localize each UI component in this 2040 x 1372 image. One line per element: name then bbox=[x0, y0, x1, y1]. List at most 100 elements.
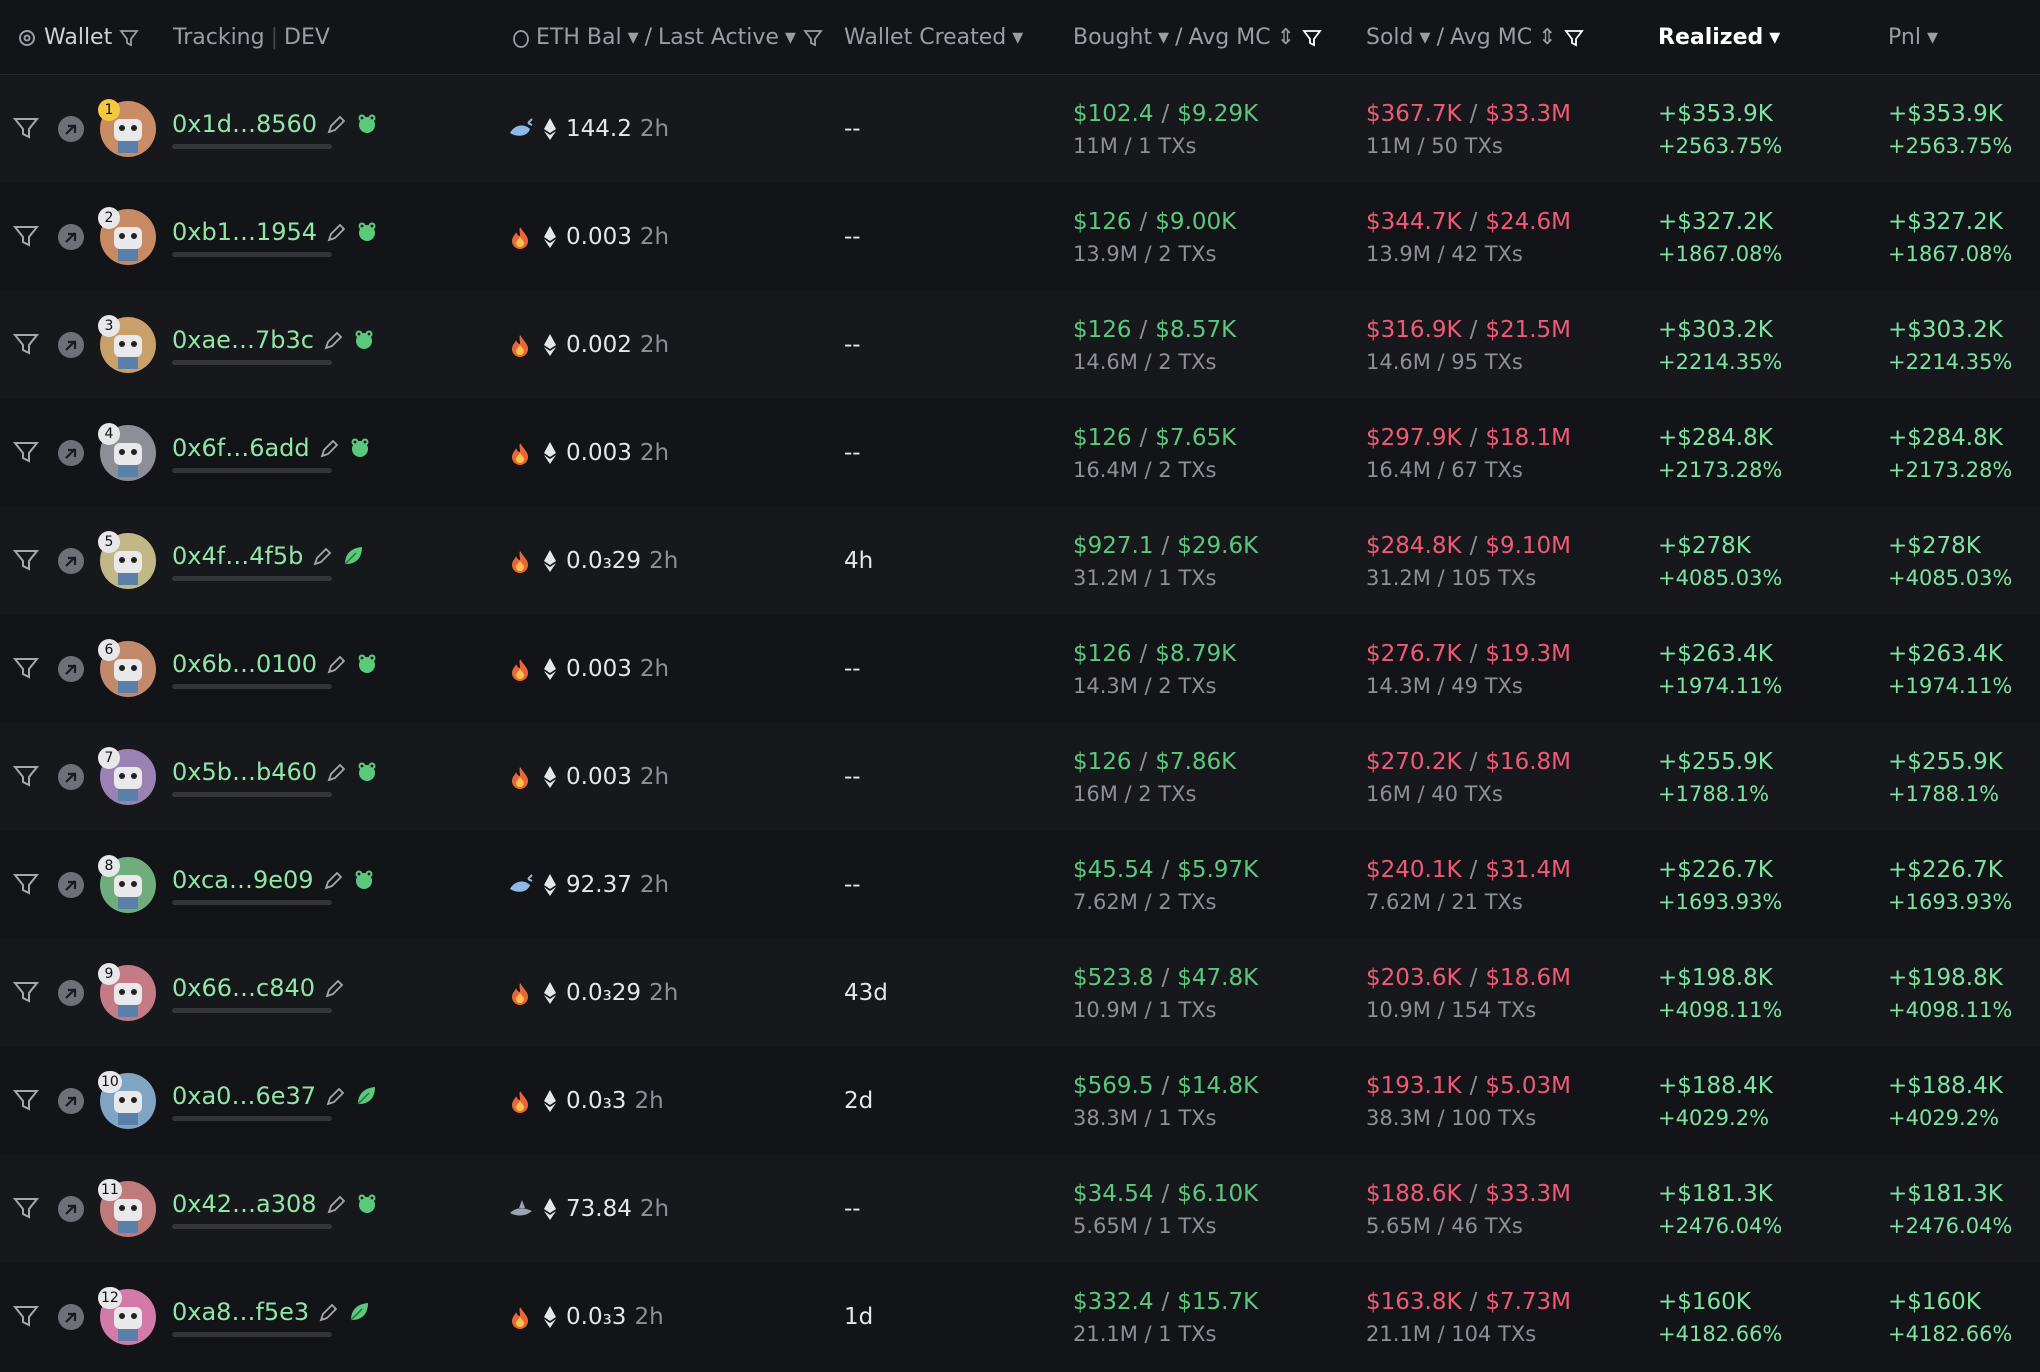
wallet-created: 43d bbox=[844, 979, 888, 1006]
copy-icon[interactable] bbox=[56, 114, 86, 144]
wallet-row[interactable]: 8 0xca…9e09 92.37 2h -- $45.54 / $5.97K 7.62M / … bbox=[0, 831, 2040, 939]
holder-badge bbox=[510, 1200, 532, 1216]
header-label[interactable]: Realized bbox=[1658, 25, 1764, 50]
wallet-line: 0xca…9e09 bbox=[172, 866, 376, 894]
filter-icon[interactable] bbox=[12, 547, 40, 575]
wallet-address[interactable]: 0x66…c840 bbox=[172, 973, 316, 1002]
filter-icon[interactable] bbox=[12, 979, 40, 1007]
pnl-value: +$303.2K bbox=[1888, 316, 2003, 343]
filter-icon[interactable] bbox=[1301, 27, 1323, 49]
wallet-address[interactable]: 0x5b…b460 bbox=[172, 757, 318, 786]
row-actions bbox=[12, 399, 86, 507]
copy-icon[interactable] bbox=[56, 438, 86, 468]
eth-cell: 0.003 2h bbox=[508, 615, 669, 723]
copy-icon[interactable] bbox=[56, 1194, 86, 1224]
filter-icon[interactable] bbox=[12, 1303, 40, 1331]
edit-icon[interactable] bbox=[311, 545, 333, 567]
wallet-address[interactable]: 0xa0…6e37 bbox=[172, 1081, 317, 1110]
wallet-address[interactable]: 0x6b…0100 bbox=[172, 649, 318, 678]
copy-icon[interactable] bbox=[56, 762, 86, 792]
edit-icon[interactable] bbox=[325, 761, 347, 783]
wallet-address[interactable]: 0xb1…1954 bbox=[172, 217, 318, 246]
settings-icon[interactable] bbox=[16, 27, 38, 49]
wallet-row[interactable]: 9 0x66…c840 0.0₃29 2h 43d $523.8 / $47.8K 10.9M … bbox=[0, 939, 2040, 1047]
sold-line: $284.8K / $9.10M bbox=[1366, 530, 1571, 563]
header-label[interactable]: Avg MC bbox=[1449, 25, 1533, 50]
wallet-row[interactable]: 10 0xa0…6e37 0.0₃3 2h 2d $569.5 / $14.8K 38.3M /… bbox=[0, 1047, 2040, 1155]
wallet-address[interactable]: 0x4f…4f5b bbox=[172, 541, 304, 570]
wallet-address[interactable]: 0xca…9e09 bbox=[172, 865, 314, 894]
edit-icon[interactable] bbox=[317, 1301, 339, 1323]
header-label[interactable]: Last Active bbox=[658, 25, 779, 50]
filter-icon[interactable] bbox=[12, 439, 40, 467]
edit-icon[interactable] bbox=[322, 329, 344, 351]
filter-icon[interactable] bbox=[12, 655, 40, 683]
filter-icon[interactable] bbox=[802, 27, 824, 49]
wallet-row[interactable]: 6 0x6b…0100 0.003 2h -- $126 / $8.79K 14.3M / 2 … bbox=[0, 615, 2040, 723]
copy-icon[interactable] bbox=[56, 978, 86, 1008]
copy-icon[interactable] bbox=[56, 222, 86, 252]
tag-icon bbox=[351, 438, 369, 457]
wallet-row[interactable]: 4 0x6f…6add 0.003 2h -- $126 / $7.65K 16.4M / 2 … bbox=[0, 399, 2040, 507]
edit-icon[interactable] bbox=[325, 1193, 347, 1215]
filter-icon[interactable] bbox=[12, 331, 40, 359]
filter-icon[interactable] bbox=[12, 115, 40, 143]
eth-balance: 0.003 bbox=[566, 763, 632, 790]
filter-icon[interactable] bbox=[12, 871, 40, 899]
wallet-row[interactable]: 3 0xae…7b3c 0.002 2h -- $126 / $8.57K 14.6M / 2 … bbox=[0, 291, 2040, 399]
sold-avg-mc: $18.6M bbox=[1485, 964, 1572, 991]
header-label[interactable]: Avg MC bbox=[1188, 25, 1271, 50]
wallet-row[interactable]: 11 0x42…a308 73.84 2h -- $34.54 / $6.10K 5.65M /… bbox=[0, 1155, 2040, 1263]
avatar-art bbox=[114, 227, 142, 261]
wallet-created: -- bbox=[844, 763, 861, 790]
copy-icon[interactable] bbox=[56, 330, 86, 360]
wallet-row[interactable]: 1 0x1d…8560 144.2 2h -- $102.4 / $9.29K 11M / 1 … bbox=[0, 75, 2040, 183]
filter-icon[interactable] bbox=[12, 223, 40, 251]
wallet-row[interactable]: 12 0xa8…f5e3 0.0₃3 2h 1d $332.4 / $15.7K 21.1M /… bbox=[0, 1263, 2040, 1371]
wallet-row[interactable]: 5 0x4f…4f5b 0.0₃29 2h 4h $927.1 / $29.6K 31.2M /… bbox=[0, 507, 2040, 615]
wallet-created: -- bbox=[844, 871, 861, 898]
wallet-address[interactable]: 0xae…7b3c bbox=[172, 325, 314, 354]
sold-line: $188.6K / $33.3M bbox=[1366, 1178, 1571, 1211]
header-label[interactable]: Sold bbox=[1366, 25, 1414, 50]
realized-cell: +$303.2K +2214.35% bbox=[1658, 291, 1782, 399]
avatar: 5 bbox=[98, 531, 156, 589]
wallet-row[interactable]: 7 0x5b…b460 0.003 2h -- $126 / $7.86K 16M / 2 TX… bbox=[0, 723, 2040, 831]
filter-icon[interactable] bbox=[1563, 27, 1585, 49]
bought-amount: $126 bbox=[1073, 316, 1132, 343]
filter-icon[interactable] bbox=[12, 1087, 40, 1115]
pnl-value: +$284.8K bbox=[1888, 424, 2003, 451]
edit-icon[interactable] bbox=[318, 437, 340, 459]
eth-icon bbox=[544, 766, 556, 788]
filter-icon[interactable] bbox=[118, 27, 140, 49]
filter-icon[interactable] bbox=[12, 763, 40, 791]
copy-icon[interactable] bbox=[56, 1302, 86, 1332]
edit-icon[interactable] bbox=[322, 869, 344, 891]
wallet-address[interactable]: 0x6f…6add bbox=[172, 433, 310, 462]
wallet-address[interactable]: 0xa8…f5e3 bbox=[172, 1297, 310, 1326]
edit-icon[interactable] bbox=[325, 113, 347, 135]
wallet-address[interactable]: 0x42…a308 bbox=[172, 1189, 317, 1218]
eth-icon bbox=[544, 1306, 556, 1328]
bought-line: $126 / $9.00K bbox=[1073, 206, 1236, 239]
copy-icon[interactable] bbox=[56, 546, 86, 576]
wallet-address[interactable]: 0x1d…8560 bbox=[172, 109, 318, 138]
edit-icon[interactable] bbox=[325, 653, 347, 675]
header-label[interactable]: Wallet Created bbox=[844, 25, 1007, 50]
avatar-art bbox=[114, 1091, 142, 1125]
header-label[interactable]: Pnl bbox=[1888, 25, 1921, 50]
bought-avg-mc: $7.86K bbox=[1155, 748, 1237, 775]
copy-icon[interactable] bbox=[56, 870, 86, 900]
filter-icon[interactable] bbox=[12, 1195, 40, 1223]
header-label[interactable]: DEV bbox=[284, 25, 330, 50]
header-label[interactable]: ETH Bal bbox=[536, 25, 622, 50]
copy-icon[interactable] bbox=[56, 1086, 86, 1116]
copy-icon[interactable] bbox=[56, 654, 86, 684]
edit-icon[interactable] bbox=[325, 221, 347, 243]
wallet-row[interactable]: 2 0xb1…1954 0.003 2h -- $126 / $9.00K 13.9M / 2 … bbox=[0, 183, 2040, 291]
edit-icon[interactable] bbox=[324, 1085, 346, 1107]
edit-icon[interactable] bbox=[323, 977, 345, 999]
header-label[interactable]: Tracking bbox=[173, 25, 265, 50]
wallet-created-cell: -- bbox=[844, 723, 861, 831]
header-label[interactable]: Bought bbox=[1073, 25, 1153, 50]
